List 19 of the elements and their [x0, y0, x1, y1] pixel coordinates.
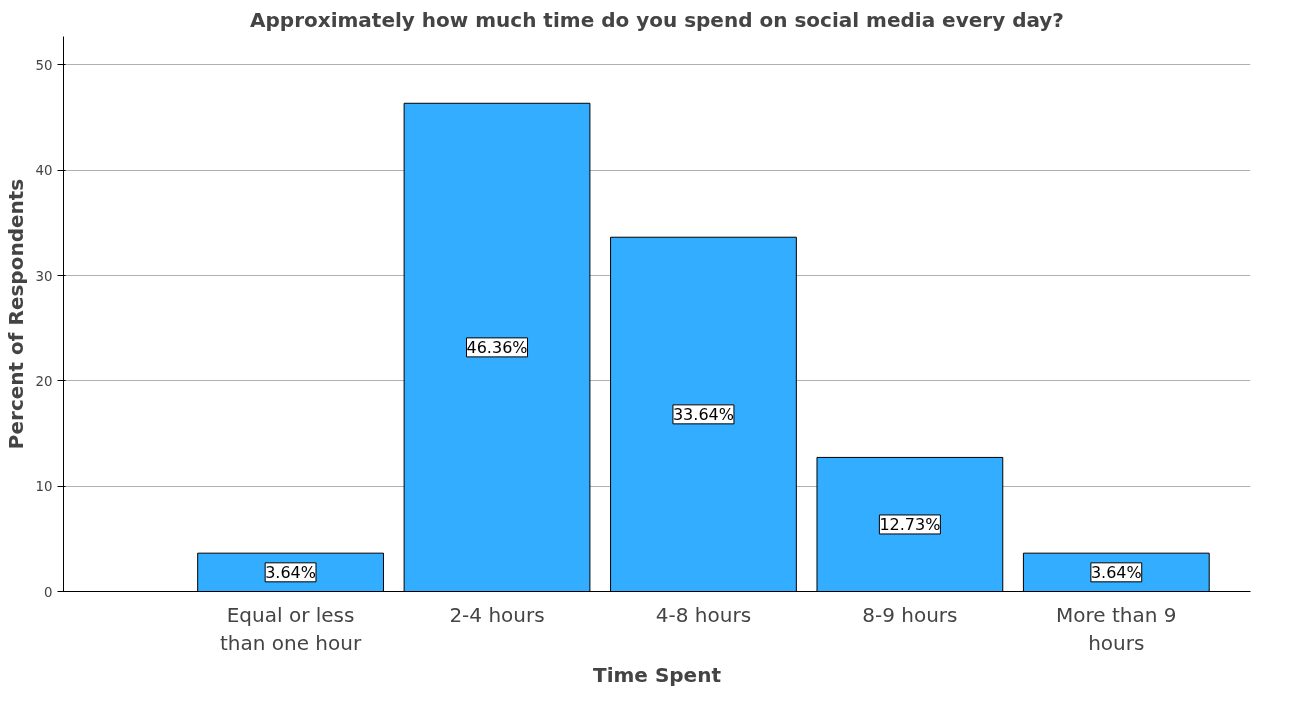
y-tick-label: 50 — [35, 57, 53, 73]
x-tick-label: More than 9 hours — [1056, 602, 1177, 656]
y-axis-title: Percent of Respondents — [3, 178, 28, 450]
x-tick-label: 4-8 hours — [655, 602, 752, 627]
x-axis-title: Time Spent — [593, 663, 722, 688]
x-tick-label: 8-9 hours — [862, 602, 958, 627]
data-label: 33.64% — [672, 404, 734, 424]
data-label: 12.73% — [879, 514, 941, 534]
x-tick-label: Equal or less than one hour — [219, 602, 362, 656]
y-tick-label: 30 — [35, 268, 53, 284]
chart-title: Approximately how much time do you spend on social media every day? — [250, 7, 1064, 32]
y-tick-label: 10 — [35, 479, 53, 495]
y-tick-label: 20 — [35, 373, 53, 389]
x-tick-label: 2-4 hours — [449, 602, 545, 627]
y-tick-label: 40 — [35, 163, 53, 179]
data-label: 46.36% — [466, 337, 528, 357]
data-label: 3.64% — [265, 562, 316, 582]
data-label: 3.64% — [1090, 562, 1142, 582]
y-tick-label: 0 — [44, 584, 53, 600]
